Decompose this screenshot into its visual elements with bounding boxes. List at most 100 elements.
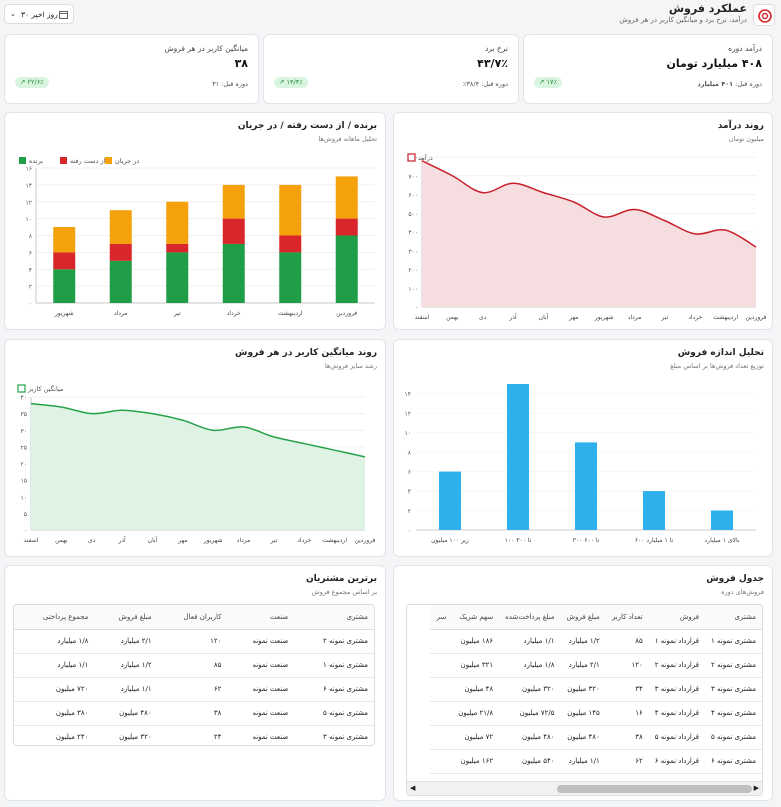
customers-column-header[interactable]: مشتری bbox=[294, 605, 374, 630]
win-loss-y-tick: ۱۰ bbox=[26, 216, 32, 223]
deal-size-y-tick: ۶ bbox=[408, 469, 411, 476]
win-loss-bar bbox=[166, 201, 189, 244]
chart-subtitle: توزیع تعداد فروش‌ها بر اساس مبلغ bbox=[670, 362, 764, 370]
table-row[interactable]: مشتری نمونه ۳ قرارداد نمونه ۳ ۳۴ ۳۲۰ میلیون… bbox=[430, 677, 762, 702]
customers-cell: مشتری نمونه ۱ bbox=[294, 653, 374, 678]
scroll-left-icon[interactable]: ◀ bbox=[410, 784, 416, 792]
deals-cell: ۱/۱ میلیارد bbox=[560, 749, 606, 774]
deals-cell bbox=[430, 725, 453, 750]
table-subtitle: بر اساس مجموع فروش bbox=[311, 588, 377, 596]
table-row[interactable]: مشتری نمونه ۲ صنعت نمونه ۱۲۰ ۲/۱ میلیارد ۱/۸… bbox=[14, 629, 374, 654]
avg-users-y-tick: ۰ bbox=[24, 528, 27, 535]
table-row[interactable]: مشتری نمونه ۶ صنعت نمونه ۶۲ ۱/۱ میلیارد ۷۲۰ … bbox=[14, 677, 374, 702]
deals-cell: قرارداد نمونه ۵ bbox=[648, 725, 706, 750]
deals-cell: ۳۸ bbox=[605, 725, 649, 750]
revenue-y-tick: ۴۰۰ bbox=[408, 230, 418, 237]
win-loss-bar bbox=[335, 235, 358, 303]
win-loss-legend-swatch bbox=[60, 157, 67, 164]
win-loss-bar bbox=[53, 269, 76, 303]
deals-cell: ۱/۲ میلیارد bbox=[560, 629, 606, 654]
table-subtitle: فروش‌های دوره bbox=[721, 588, 764, 596]
deals-column-header[interactable]: مبلغ پرداخت‌شده bbox=[499, 605, 561, 630]
horizontal-scrollbar[interactable]: ◀ ▶ bbox=[407, 781, 762, 795]
win-loss-x-tick: فروردین bbox=[336, 310, 357, 317]
deals-cell: قرارداد نمونه ۱ bbox=[648, 629, 706, 654]
kpi-label: نرخ برد bbox=[484, 44, 508, 53]
revenue-x-tick: شهریور bbox=[594, 314, 614, 321]
deals-column-header[interactable]: مبلغ فروش bbox=[560, 605, 606, 630]
date-range-label: ۳۰ روز اخیر bbox=[21, 10, 58, 19]
avg-users-y-tick: ۱۰ bbox=[21, 494, 27, 501]
chart-title: روند میانگین کاربر در هر فروش bbox=[235, 348, 377, 358]
avg-users-y-tick: ۳۰ bbox=[21, 428, 27, 435]
table-row[interactable]: مشتری نمونه ۲ قرارداد نمونه ۲ ۱۲۰ ۲/۱ میلیا… bbox=[430, 653, 762, 678]
deals-table-scroll[interactable]: مشتری فروش تعداد کاربر مبلغ فروش مبلغ پرداخت… bbox=[406, 604, 763, 796]
scrollbar-thumb[interactable] bbox=[557, 785, 752, 793]
win-loss-x-tick: تیر bbox=[173, 310, 181, 317]
deals-cell bbox=[430, 677, 453, 702]
avg-users-y-tick: ۵ bbox=[24, 511, 27, 518]
avg-users-area bbox=[31, 403, 365, 530]
deals-cell: مشتری نمونه ۲ bbox=[705, 653, 762, 678]
avg-users-series-line bbox=[30, 402, 366, 458]
table-row[interactable]: مشتری نمونه ۱ صنعت نمونه ۸۵ ۱/۲ میلیارد ۱/۱ … bbox=[14, 653, 374, 678]
deals-cell: ۵۴۰ میلیون bbox=[499, 749, 561, 774]
revenue-trend-card: روند درآمد میلیون تومان ۰ ۱۰۰ ۲۰۰ ۳۰۰ ۴۰۰ ۵۰۰… bbox=[393, 112, 773, 330]
table-row[interactable]: مشتری نمونه ۱ قرارداد نمونه ۱ ۸۵ ۱/۲ میلیار… bbox=[430, 629, 762, 654]
deal-size-x-tick: ۱۰۰ تا ۳۰۰ bbox=[505, 537, 532, 544]
top-customers-card: برترین مشتریان بر اساس مجموع فروش مشتری ص… bbox=[4, 565, 386, 801]
deals-column-header[interactable]: سر bbox=[430, 605, 453, 630]
deal-size-y-tick: ۱۴ bbox=[405, 391, 411, 398]
avg-users-x-tick: مرداد bbox=[237, 537, 251, 544]
win-loss-y-tick: ۱۶ bbox=[26, 166, 32, 173]
win-loss-chart: ۰ ۲ ۴ ۶ ۸ ۱۰ ۱۲ ۱۴ ۱۶ شهریور مرداد تیر خرداد اردیبهشت… bbox=[19, 157, 375, 317]
win-loss-bar bbox=[53, 227, 76, 253]
kpi-card-revenue: درآمد دوره ۴۰۸ میلیارد تومان دوره قبل: ۴… bbox=[523, 34, 773, 104]
date-range-select[interactable]: ⌄ ۳۰ روز اخیر bbox=[4, 4, 74, 24]
revenue-y-tick: ۰ bbox=[415, 305, 418, 312]
win-loss-card: برنده / از دست رفته / در جریان تحلیل ماه… bbox=[4, 112, 386, 330]
avg-users-x-tick: آذر bbox=[117, 535, 126, 544]
win-loss-bar bbox=[335, 218, 358, 236]
table-row[interactable]: مشتری نمونه ۳ صنعت نمونه ۲۴ ۳۲۰ میلیون ۲۴۰ م… bbox=[14, 725, 374, 745]
table-row[interactable]: مشتری نمونه ۵ صنعت نمونه ۳۸ ۴۸۰ میلیون ۳۸۰ م… bbox=[14, 701, 374, 726]
win-loss-legend-label: در جریان bbox=[115, 157, 139, 165]
avg-users-x-tick: دی bbox=[88, 537, 96, 544]
deals-cell: ۳۴ bbox=[605, 677, 649, 702]
customers-column-header[interactable]: مجموع پرداختی bbox=[14, 605, 95, 630]
deals-cell: ۲۱/۸ میلیون bbox=[452, 701, 500, 726]
deals-column-header[interactable]: تعداد کاربر bbox=[605, 605, 649, 630]
win-loss-y-tick: ۱۴ bbox=[26, 182, 32, 189]
deals-column-header[interactable]: فروش bbox=[648, 605, 706, 630]
customers-column-header[interactable]: مبلغ فروش bbox=[94, 605, 158, 630]
win-loss-x-tick: خرداد bbox=[227, 310, 241, 317]
deals-cell: مشتری نمونه ۵ bbox=[705, 725, 762, 750]
deal-size-x-tick: ۳۰۰ تا ۶۰۰ bbox=[573, 537, 600, 544]
deals-cell: ۲/۱ میلیارد bbox=[560, 653, 606, 678]
customers-column-header[interactable]: کاربران فعال bbox=[157, 605, 228, 630]
win-loss-bar bbox=[279, 252, 302, 303]
deals-column-header[interactable]: سهم شریک bbox=[452, 605, 500, 630]
customers-cell: ۳۲۰ میلیون bbox=[94, 725, 158, 745]
deals-cell bbox=[430, 653, 453, 678]
avg-users-y-tick: ۲۵ bbox=[21, 444, 27, 451]
customers-cell: ۶۲ bbox=[157, 677, 228, 702]
win-loss-legend-label: برنده bbox=[29, 157, 43, 165]
customers-cell: ۲۴۰ میلیون bbox=[14, 725, 95, 745]
win-loss-bar bbox=[109, 243, 132, 261]
deal-size-chart: ۰ ۲ ۴ ۶ ۸ ۱۰ ۱۲ ۱۴ زیر ۱۰۰ میلیون ۱۰۰ تا ۳۰۰ ۳۰۰ ت… bbox=[405, 384, 756, 544]
table-row[interactable]: مشتری نمونه ۶ قرارداد نمونه ۶ ۶۲ ۱/۱ میلیار… bbox=[430, 749, 762, 774]
table-row[interactable]: مشتری نمونه ۵ قرارداد نمونه ۵ ۳۸ ۴۸۰ میلیون… bbox=[430, 725, 762, 750]
deals-column-header[interactable]: مشتری bbox=[705, 605, 762, 630]
table-row[interactable]: مشتری نمونه ۴ قرارداد نمونه ۴ ۱۶ ۱۴۵ میلیون… bbox=[430, 701, 762, 726]
win-loss-bar bbox=[335, 176, 358, 219]
customers-cell: ۱/۸ میلیارد bbox=[14, 629, 95, 654]
revenue-series-line bbox=[421, 160, 757, 248]
scroll-right-icon[interactable]: ▶ bbox=[753, 784, 759, 792]
revenue-chart: ۰۱۰۰۲۰۰۳۰۰۴۰۰۵۰۰۶۰۰۷۰۰۸۰۰فروردیناردیبهشت… bbox=[407, 153, 767, 321]
avg-users-y-tick: ۴۰ bbox=[21, 395, 27, 402]
table-title: برترین مشتریان bbox=[305, 574, 377, 584]
customers-cell: ۱/۱ میلیارد bbox=[14, 653, 95, 678]
customers-cell: ۴۸۰ میلیون bbox=[94, 701, 158, 726]
customers-column-header[interactable]: صنعت bbox=[227, 605, 295, 630]
